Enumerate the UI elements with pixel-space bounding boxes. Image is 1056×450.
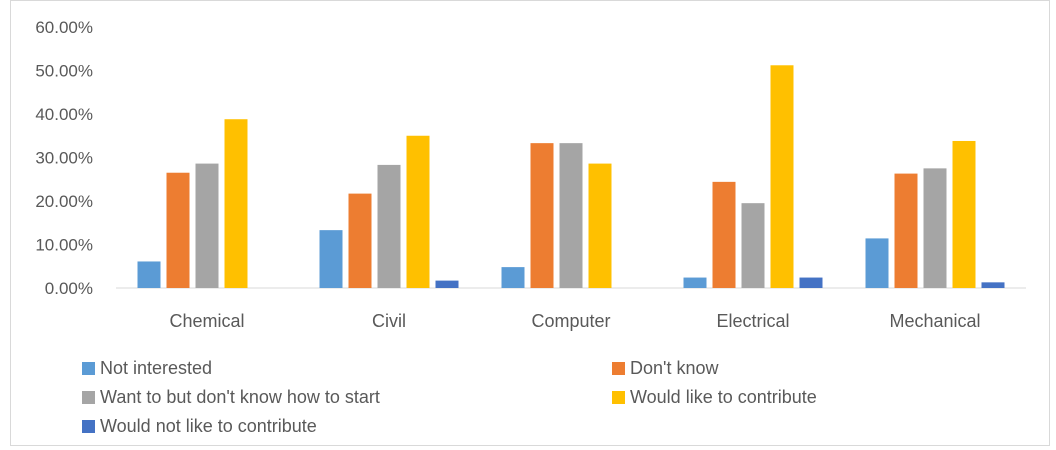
bar-chemical-series-3 — [195, 163, 219, 288]
category-label: Electrical — [716, 311, 789, 331]
category-label: Computer — [531, 311, 610, 331]
legend-item: Would not like to contribute — [82, 416, 317, 437]
y-tick-label: 30.00% — [35, 149, 93, 168]
y-tick-label: 0.00% — [45, 279, 93, 298]
y-axis-ticks: 0.00% 10.00% 20.00% 30.00% 40.00% 50.00% 60.00… — [35, 18, 93, 298]
legend-item: Not interested — [82, 358, 212, 379]
legend-item: Would like to contribute — [612, 387, 817, 408]
bar-computer-series-1 — [501, 267, 525, 288]
bar-chemical-series-4 — [224, 119, 248, 288]
bar-civil-series-3 — [377, 164, 401, 288]
bar-civil-series-4 — [406, 135, 430, 288]
legend-item: Don't know — [612, 358, 718, 379]
bars — [137, 65, 1005, 288]
legend-label: Want to but don't know how to start — [100, 387, 380, 407]
category-label: Civil — [372, 311, 406, 331]
y-tick-label: 60.00% — [35, 18, 93, 37]
legend-swatch — [612, 362, 625, 375]
bar-civil-series-2 — [348, 193, 372, 288]
bar-mechanical-series-5 — [981, 282, 1005, 288]
bar-mechanical-series-1 — [865, 238, 889, 288]
bar-computer-series-2 — [530, 143, 554, 288]
bar-civil-series-5 — [435, 280, 459, 288]
category-labels: Chemical Civil Computer Electrical Mechanica… — [169, 311, 980, 331]
bar-electrical-series-4 — [770, 65, 794, 288]
legend-swatch — [612, 391, 625, 404]
legend-swatch — [82, 391, 95, 404]
bar-computer-series-3 — [559, 143, 583, 288]
y-tick-label: 40.00% — [35, 105, 93, 124]
bar-electrical-series-2 — [712, 181, 736, 288]
bar-civil-series-1 — [319, 230, 343, 288]
y-tick-label: 10.00% — [35, 236, 93, 255]
bar-mechanical-series-3 — [923, 168, 947, 288]
legend-item: Want to but don't know how to start — [82, 387, 380, 408]
legend-swatch — [82, 420, 95, 433]
legend-swatch — [82, 362, 95, 375]
bar-computer-series-4 — [588, 163, 612, 288]
y-tick-label: 50.00% — [35, 62, 93, 81]
bar-mechanical-series-2 — [894, 173, 918, 288]
bar-electrical-series-1 — [683, 277, 707, 288]
category-label: Mechanical — [889, 311, 980, 331]
bar-electrical-series-5 — [799, 277, 823, 288]
bar-electrical-series-3 — [741, 203, 765, 288]
category-label: Chemical — [169, 311, 244, 331]
legend-label: Would not like to contribute — [100, 416, 317, 436]
legend-label: Not interested — [100, 358, 213, 378]
bar-chemical-series-1 — [137, 261, 161, 288]
bar-chart: 0.00% 10.00% 20.00% 30.00% 40.00% 50.00% 60.00… — [35, 18, 1026, 331]
y-tick-label: 20.00% — [35, 192, 93, 211]
legend-label: Don't know — [630, 358, 719, 378]
bar-mechanical-series-4 — [952, 140, 976, 288]
legend-label: Would like to contribute — [630, 387, 817, 407]
bar-chemical-series-2 — [166, 172, 190, 288]
